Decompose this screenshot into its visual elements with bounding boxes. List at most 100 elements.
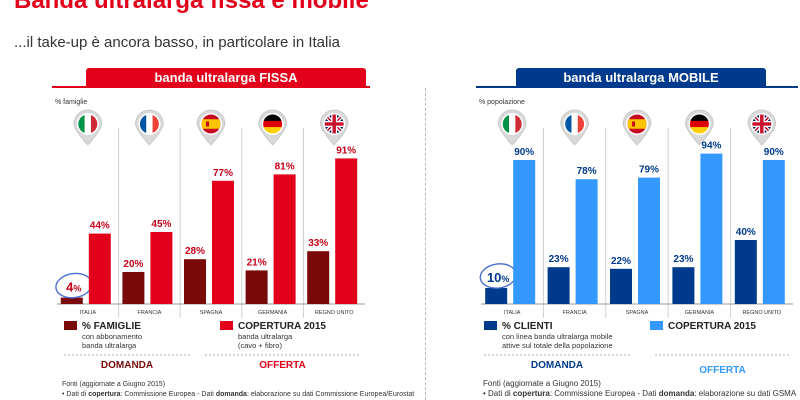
bar-offer-italia — [513, 160, 536, 304]
flag-stripe — [90, 114, 98, 134]
bar-offer-label: 91% — [336, 145, 356, 156]
category-label: GERMANIA — [685, 310, 715, 316]
bar-demand-label: 10% — [487, 270, 509, 285]
panel-divider — [425, 88, 426, 400]
bar-offer-francia — [150, 232, 173, 304]
bar-offer-label: 45% — [151, 219, 171, 230]
fixed-broadband-chart: banda ultralarga FISSA % famiglie 4% 44% ITA… — [52, 68, 370, 371]
flag-stripe — [571, 114, 578, 134]
fixed-sources-part: domanda — [216, 391, 247, 398]
flag-stripe — [146, 114, 153, 134]
flag-france-icon — [134, 109, 164, 146]
sources-detail: • Dati di copertura: Commissione Europea… — [483, 389, 796, 399]
page-title: Banda ultralarga fissa e mobile — [14, 0, 369, 14]
unit-label: % popolazione — [479, 99, 525, 106]
flag-emblem — [206, 121, 209, 127]
flag-cross-red — [324, 122, 344, 126]
fixed-sources-part: : elaborazione su dati Commissione Europ… — [247, 391, 414, 398]
legend-offer-description: (cavo + fibro) — [238, 341, 282, 350]
sources-bold-demand: domanda — [658, 389, 695, 398]
fixed-sources-part: : Commissione Europea - Dati — [120, 391, 215, 398]
flag-art — [139, 114, 159, 134]
flag-germany-icon — [684, 109, 714, 146]
flag-stripe — [577, 114, 585, 134]
bar-offer-germania — [700, 153, 723, 304]
flag-art — [78, 114, 98, 134]
category-label: ITALIA — [504, 310, 521, 316]
bar-demand-suffix: % — [501, 274, 509, 284]
bar-demand-regno-unito — [307, 251, 330, 304]
flag-stripe — [263, 120, 283, 128]
flag-stripe — [152, 114, 159, 134]
bar-demand-spagna — [610, 268, 632, 304]
bar-offer-label: 90% — [764, 147, 784, 158]
flag-italy-icon — [497, 109, 527, 146]
flag-spain-icon — [196, 109, 226, 146]
category-label: FRANCIA — [137, 310, 161, 316]
flag-stripe — [565, 114, 572, 134]
bar-offer-label: 77% — [213, 168, 233, 179]
offer-group-label: OFFERTA — [699, 365, 745, 376]
flag-germany-icon — [258, 109, 288, 146]
legend-demand-name: % FAMIGLIE — [82, 321, 141, 332]
flag-cross-red — [752, 122, 772, 126]
bar-demand-value: 4 — [66, 280, 74, 295]
legend-demand-description: con linea banda ultralarga mobile — [502, 332, 613, 341]
flag-stripe — [78, 114, 85, 134]
bar-offer-label: 44% — [90, 221, 110, 232]
panel-title: banda ultralarga MOBILE — [563, 70, 719, 85]
flag-uk-icon — [319, 109, 349, 146]
bar-offer-regno-unito — [335, 158, 358, 304]
fixed-sources-title: Fonti (aggiornate a Giugno 2015) — [62, 381, 165, 388]
legend-swatch-demand — [64, 321, 77, 330]
legend-offer-name: COPERTURA 2015 — [668, 321, 756, 332]
bar-demand-francia — [547, 267, 570, 304]
sources-title: Fonti (aggiornate a Giugno 2015) — [483, 379, 601, 388]
flag-stripe — [263, 127, 283, 134]
bar-demand-label: 23% — [549, 254, 569, 265]
bar-demand-suffix: % — [73, 284, 81, 294]
bar-offer-italia — [88, 233, 111, 304]
flag-stripe — [689, 114, 709, 122]
panel-header — [86, 68, 366, 87]
bar-demand-label: 21% — [247, 257, 267, 268]
flag-stripe — [201, 119, 221, 129]
flag-stripe — [515, 114, 522, 134]
category-label: REGNO UNITO — [742, 310, 781, 316]
fixed-sources-detail: • Dati di copertura: Commissione Europea… — [62, 391, 414, 398]
flag-stripe — [502, 114, 510, 134]
bar-demand-label: 23% — [673, 254, 693, 265]
bar-demand-label: 28% — [185, 246, 205, 257]
fixed-sources-part: copertura — [88, 391, 120, 398]
bar-offer-label: 94% — [701, 141, 721, 152]
bar-demand-label: 40% — [736, 227, 756, 238]
panel-title: banda ultralarga FISSA — [154, 70, 298, 85]
category-label: REGNO UNITO — [315, 310, 354, 316]
bar-demand-italia — [60, 297, 83, 304]
legend-demand-description: attive sul totale della popolazione — [502, 341, 613, 350]
panel-header-base — [86, 84, 366, 87]
bar-offer-francia — [575, 179, 598, 304]
demand-group-label: DOMANDA — [531, 360, 583, 371]
sources-suffix: : elaborazione su dati GSMA — [694, 389, 797, 398]
sources-bold-coverage: copertura — [512, 389, 550, 398]
legend-offer-description: banda ultralarga — [238, 332, 293, 341]
legend-demand-description: banda ultralarga — [82, 341, 137, 350]
bar-offer-spagna — [638, 177, 660, 304]
bar-demand-italia — [485, 288, 508, 304]
flag-stripe — [263, 114, 283, 122]
bar-demand-value: 10 — [487, 270, 501, 285]
flag-stripe — [509, 114, 516, 134]
demand-group-label: DOMANDA — [101, 360, 153, 371]
panel-header — [516, 68, 766, 87]
flag-art — [263, 114, 283, 134]
bar-demand-spagna — [184, 259, 206, 304]
flag-italy-icon — [73, 109, 103, 146]
flag-france-icon — [560, 109, 590, 146]
flag-art — [502, 114, 522, 134]
category-label: FRANCIA — [563, 310, 587, 316]
flag-art — [689, 114, 709, 134]
flag-stripe — [689, 127, 709, 134]
bar-demand-label: 20% — [123, 259, 143, 270]
